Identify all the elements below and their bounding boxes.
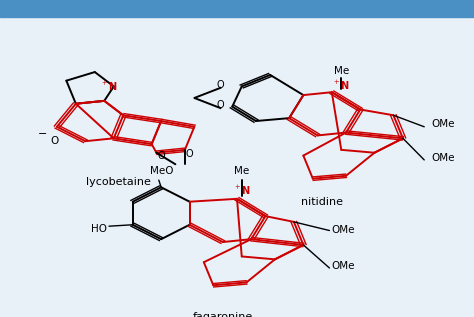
Text: nitidine: nitidine <box>301 197 343 207</box>
Text: lycobetaine: lycobetaine <box>86 177 151 186</box>
Text: Me: Me <box>334 66 349 75</box>
Text: OMe: OMe <box>431 119 455 129</box>
Text: OMe: OMe <box>431 153 455 163</box>
Text: OMe: OMe <box>332 225 356 236</box>
Text: O: O <box>186 149 193 158</box>
Text: HO: HO <box>91 224 107 234</box>
Text: −: − <box>38 129 47 139</box>
Text: O: O <box>157 152 165 161</box>
Text: $^+$N: $^+$N <box>332 79 350 92</box>
Text: $^+$N: $^+$N <box>233 184 251 197</box>
Text: fagaronine: fagaronine <box>192 312 253 317</box>
Text: OMe: OMe <box>332 262 356 271</box>
Text: MeO: MeO <box>149 166 173 176</box>
Text: O: O <box>217 100 224 110</box>
Text: O: O <box>50 136 59 146</box>
Text: $^+$N: $^+$N <box>100 80 118 93</box>
Bar <box>0 0 474 17</box>
Text: O: O <box>217 80 224 90</box>
Text: Me: Me <box>234 166 249 176</box>
